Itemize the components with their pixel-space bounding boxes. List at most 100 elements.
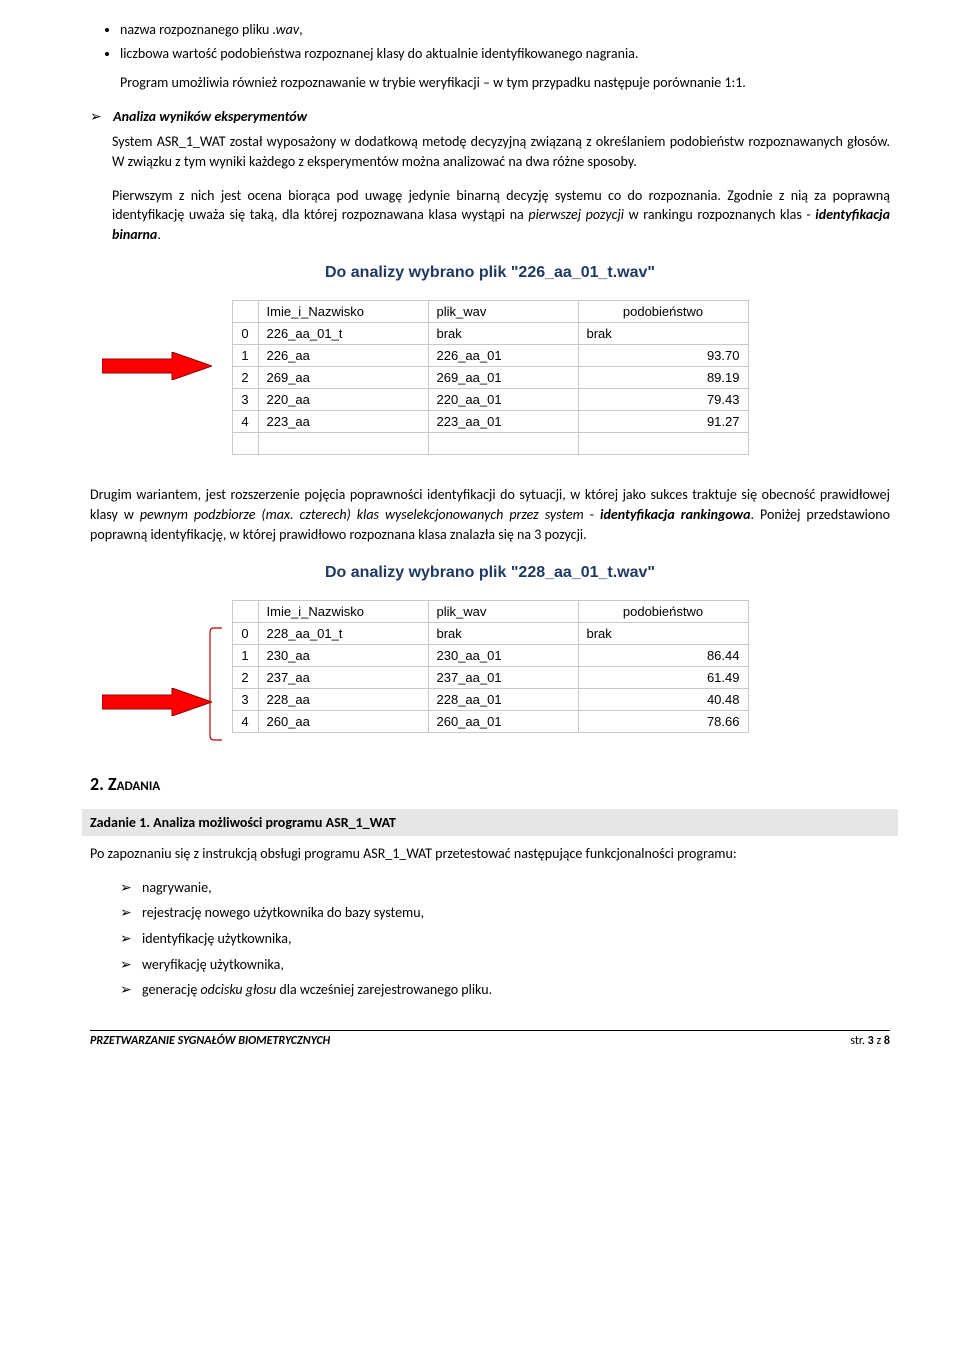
section-heading: 2. Zadania bbox=[90, 773, 890, 795]
task-item: weryfikację użytkownika, bbox=[120, 955, 890, 975]
text: Do analizy wybrano plik bbox=[325, 564, 511, 581]
text: Po zapoznaniu się z instrukcją obsługi p… bbox=[90, 845, 737, 862]
table-row: 1 226_aa 226_aa_01 93.70 bbox=[232, 345, 748, 367]
text: "226_aa_01_t.wav" bbox=[511, 264, 655, 281]
result-table-1: Imie_i_Nazwisko plik_wav podobieństwo 0 … bbox=[232, 300, 749, 455]
text: - bbox=[584, 506, 600, 523]
table-header-cell: Imie_i_Nazwisko bbox=[258, 301, 428, 323]
chevron-icon: ➢ bbox=[90, 107, 110, 127]
cell: 223_aa_01 bbox=[428, 411, 578, 433]
text: weryfikację użytkownika, bbox=[142, 956, 284, 973]
table-title: Do analizy wybrano plik "226_aa_01_t.wav… bbox=[170, 264, 810, 282]
text: , bbox=[299, 21, 303, 38]
bracket-icon bbox=[208, 626, 224, 742]
block-title: Analiza wyników eksperymentów bbox=[113, 108, 307, 125]
table-header-cell: podobieństwo bbox=[578, 301, 748, 323]
table-row: 0 226_aa_01_t brak brak bbox=[232, 323, 748, 345]
cell: 220_aa bbox=[258, 389, 428, 411]
table-row: 4 260_aa 260_aa_01 78.66 bbox=[232, 711, 748, 733]
cell: 0 bbox=[232, 623, 258, 645]
text-italic: pewnym podzbiorze (max. czterech) klas w… bbox=[140, 506, 584, 523]
table-row-empty bbox=[232, 433, 748, 455]
table-header-row: Imie_i_Nazwisko plik_wav podobieństwo bbox=[232, 301, 748, 323]
text: nagrywanie, bbox=[142, 879, 212, 896]
cell: 3 bbox=[232, 689, 258, 711]
paragraph: Pierwszym z nich jest ocena biorąca pod … bbox=[112, 186, 890, 245]
text-bold-italic: identyfikacja rankingowa bbox=[600, 506, 751, 523]
table-row: 2 269_aa 269_aa_01 89.19 bbox=[232, 367, 748, 389]
table-2-wrap: Do analizy wybrano plik "228_aa_01_t.wav… bbox=[170, 564, 810, 733]
cell: 79.43 bbox=[578, 389, 748, 411]
cell: 78.66 bbox=[578, 711, 748, 733]
cell: 223_aa bbox=[258, 411, 428, 433]
text: nazwa rozpoznanego pliku bbox=[120, 21, 273, 38]
cell: 89.19 bbox=[578, 367, 748, 389]
paragraph: Drugim wariantem, jest rozszerzenie poję… bbox=[90, 485, 890, 544]
task-item: nagrywanie, bbox=[120, 878, 890, 898]
table-row: 3 228_aa 228_aa_01 40.48 bbox=[232, 689, 748, 711]
cell: brak bbox=[428, 623, 578, 645]
cell: brak bbox=[578, 323, 748, 345]
cell: 260_aa_01 bbox=[428, 711, 578, 733]
table-row: 3 220_aa 220_aa_01 79.43 bbox=[232, 389, 748, 411]
cell: brak bbox=[578, 623, 748, 645]
page-footer: PRZETWARZANIE SYGNAŁÓW BIOMETRYCZNYCH st… bbox=[90, 1030, 890, 1048]
table-title: Do analizy wybrano plik "228_aa_01_t.wav… bbox=[170, 564, 810, 582]
text: z bbox=[874, 1034, 884, 1048]
table-header-cell bbox=[232, 601, 258, 623]
result-table-2: Imie_i_Nazwisko plik_wav podobieństwo 0 … bbox=[232, 600, 749, 733]
cell: 260_aa bbox=[258, 711, 428, 733]
cell bbox=[258, 433, 428, 455]
cell: 1 bbox=[232, 345, 258, 367]
task-item: generację odcisku głosu dla wcześniej za… bbox=[120, 980, 890, 1000]
cell: 237_aa bbox=[258, 667, 428, 689]
cell bbox=[578, 433, 748, 455]
table-header-cell: Imie_i_Nazwisko bbox=[258, 601, 428, 623]
text: liczbowa wartość podobieństwa rozpoznane… bbox=[120, 45, 638, 62]
text: w rankingu rozpoznanych klas - bbox=[624, 206, 815, 223]
table-row: 2 237_aa 237_aa_01 61.49 bbox=[232, 667, 748, 689]
cell: 1 bbox=[232, 645, 258, 667]
cell: 228_aa_01_t bbox=[258, 623, 428, 645]
cell: brak bbox=[428, 323, 578, 345]
table-header-cell: podobieństwo bbox=[578, 601, 748, 623]
text: str. bbox=[850, 1034, 867, 1048]
text: System ASR_1_WAT został wyposażony w dod… bbox=[112, 133, 890, 170]
paragraph: System ASR_1_WAT został wyposażony w dod… bbox=[112, 132, 890, 171]
task-item: rejestrację nowego użytkownika do bazy s… bbox=[120, 903, 890, 923]
cell: 0 bbox=[232, 323, 258, 345]
cell: 226_aa_01 bbox=[428, 345, 578, 367]
cell bbox=[232, 433, 258, 455]
page-total: 8 bbox=[884, 1034, 890, 1048]
task-list: nagrywanie, rejestrację nowego użytkowni… bbox=[120, 878, 890, 1000]
text: dla wcześniej zarejestrowanego pliku. bbox=[276, 981, 492, 998]
text: Zadanie 1. Analiza możliwości programu A… bbox=[90, 814, 396, 831]
text-italic: pierwszej pozycji bbox=[528, 206, 624, 223]
table-row: 0 228_aa_01_t brak brak bbox=[232, 623, 748, 645]
bullet-list: nazwa rozpoznanego pliku .wav, liczbowa … bbox=[120, 20, 890, 63]
cell: 86.44 bbox=[578, 645, 748, 667]
cell: 4 bbox=[232, 411, 258, 433]
cell: 237_aa_01 bbox=[428, 667, 578, 689]
text: rejestrację nowego użytkownika do bazy s… bbox=[142, 904, 424, 921]
cell: 40.48 bbox=[578, 689, 748, 711]
cell: 269_aa bbox=[258, 367, 428, 389]
task-item: identyfikację użytkownika, bbox=[120, 929, 890, 949]
text: . bbox=[157, 226, 161, 243]
footer-left: PRZETWARZANIE SYGNAŁÓW BIOMETRYCZNYCH bbox=[90, 1034, 330, 1048]
cell: 226_aa bbox=[258, 345, 428, 367]
cell: 2 bbox=[232, 367, 258, 389]
section-number: 2. bbox=[90, 773, 108, 795]
table-header-cell: plik_wav bbox=[428, 301, 578, 323]
bullet-item: nazwa rozpoznanego pliku .wav, bbox=[120, 20, 890, 40]
cell: 4 bbox=[232, 711, 258, 733]
table-header-cell bbox=[232, 301, 258, 323]
paragraph: Program umożliwia również rozpoznawanie … bbox=[120, 73, 890, 93]
text: "228_aa_01_t.wav" bbox=[511, 564, 655, 581]
cell: 230_aa bbox=[258, 645, 428, 667]
task-title-bar: Zadanie 1. Analiza możliwości programu A… bbox=[82, 809, 898, 836]
text: Do analizy wybrano plik bbox=[325, 264, 511, 281]
text-italic: .wav bbox=[273, 21, 300, 38]
cell: 228_aa_01 bbox=[428, 689, 578, 711]
section-title: Zadania bbox=[108, 773, 160, 795]
